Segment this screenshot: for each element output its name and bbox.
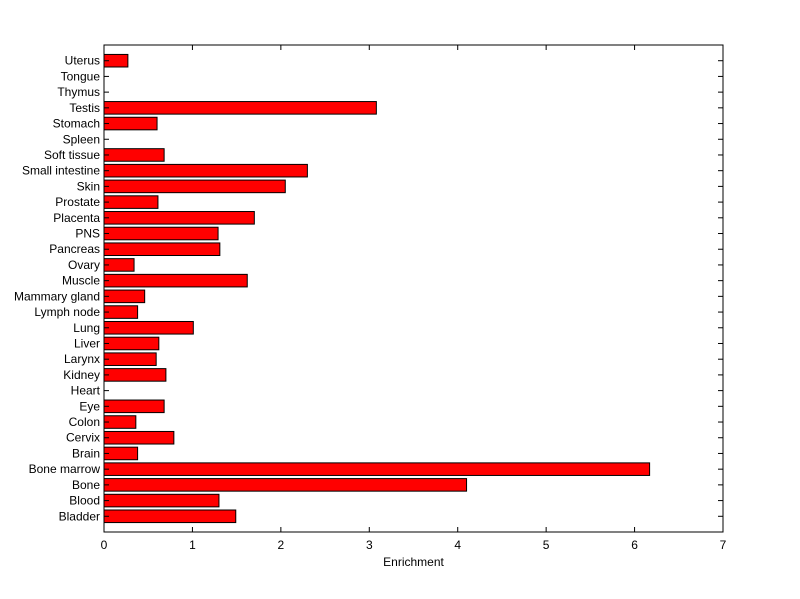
bar-kidney: [103, 368, 167, 382]
x-axis-title: Enrichment: [383, 555, 444, 569]
x-tick-label: 4: [454, 538, 461, 552]
x-tick-label: 6: [631, 538, 638, 552]
x-tick-label: 2: [278, 538, 285, 552]
bar-pns: [103, 226, 219, 241]
y-tick-label: Larynx: [64, 352, 100, 366]
x-tick-label: 1: [189, 538, 196, 552]
y-tick-label: Eye: [79, 399, 100, 413]
y-tick-label: Kidney: [63, 368, 100, 382]
y-tick-label: Uterus: [65, 54, 100, 68]
x-tick-label: 0: [101, 538, 108, 552]
bar-pancreas: [103, 242, 221, 257]
y-tick-label: Colon: [69, 415, 100, 429]
bar-bladder: [103, 509, 237, 524]
y-tick-label: Brain: [72, 446, 100, 460]
bar-brain: [103, 446, 139, 461]
bar-placenta: [103, 211, 255, 225]
y-tick-label: Mammary gland: [14, 289, 100, 303]
bar-eye: [103, 399, 165, 414]
y-tick-label: Prostate: [55, 195, 100, 209]
y-tick-label: Soft tissue: [44, 148, 100, 162]
y-tick-label: Stomach: [53, 117, 100, 131]
bar-small-intestine: [103, 163, 308, 178]
x-tick-label: 7: [720, 538, 727, 552]
bar-muscle: [103, 273, 248, 288]
y-tick-label: Pancreas: [49, 242, 100, 256]
bar-cervix: [103, 430, 175, 445]
y-tick-label: Thymus: [57, 85, 100, 99]
bar-liver: [103, 336, 160, 351]
y-tick-label: Ovary: [68, 258, 100, 272]
y-tick-label: Placenta: [53, 211, 100, 225]
y-tick-label: Muscle: [62, 274, 100, 288]
bar-lung: [103, 320, 194, 335]
bar-blood: [103, 493, 220, 508]
y-tick-label: Liver: [74, 336, 100, 350]
bar-bone-marrow: [103, 462, 651, 476]
y-tick-label: Blood: [69, 494, 100, 508]
y-tick-label: Skin: [77, 179, 100, 193]
bar-testis: [103, 101, 377, 115]
y-tick-label: PNS: [75, 227, 100, 241]
bar-skin: [103, 179, 286, 194]
y-tick-label: Testis: [69, 101, 100, 115]
y-tick-label: Bone marrow: [29, 462, 101, 476]
plot-frame: [103, 44, 724, 533]
y-tick-label: Bladder: [59, 509, 100, 523]
y-tick-label: Bone: [72, 478, 100, 492]
y-tick-label: Heart: [71, 384, 101, 398]
bar-larynx: [103, 352, 157, 366]
bar-mammary-gland: [103, 289, 146, 304]
y-tick-label: Small intestine: [22, 164, 100, 178]
bar-soft-tissue: [103, 148, 165, 162]
bar-bone: [103, 478, 468, 492]
x-tick-label: 5: [543, 538, 550, 552]
bar-stomach: [103, 116, 158, 131]
y-tick-label: Lung: [73, 321, 100, 335]
bar-prostate: [103, 195, 159, 209]
y-tick-label: Tongue: [61, 69, 101, 83]
x-tick-label: 3: [366, 538, 373, 552]
y-tick-label: Spleen: [63, 132, 100, 146]
y-tick-label: Cervix: [66, 431, 100, 445]
y-tick-label: Lymph node: [34, 305, 100, 319]
bar-lymph-node: [103, 305, 139, 319]
